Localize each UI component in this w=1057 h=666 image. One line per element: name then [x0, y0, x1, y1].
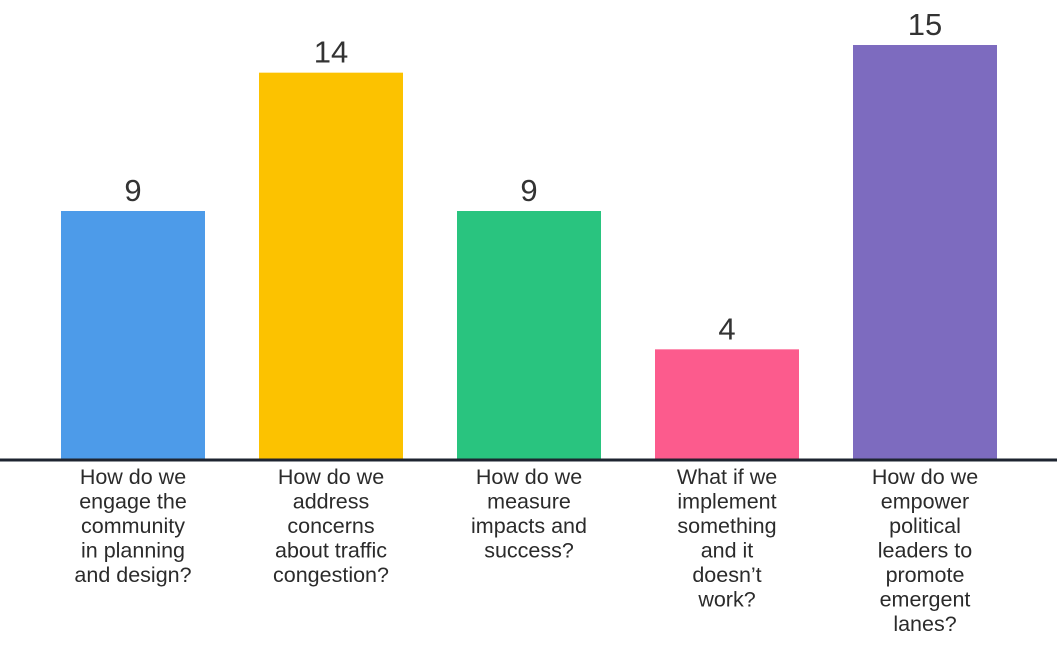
- category-label-line: implement: [677, 490, 776, 514]
- category-label-2: How do we address concerns about traffic con…: [273, 465, 389, 587]
- category-label-line: What if we: [677, 465, 777, 489]
- category-label-line: and it: [701, 539, 754, 563]
- category-label-line: How do we: [476, 465, 582, 489]
- category-label-line: community: [81, 514, 185, 538]
- category-label-3: How do we measure impacts and success?: [471, 465, 587, 563]
- category-label-line: How do we: [278, 465, 384, 489]
- category-label-line: in planning: [81, 539, 185, 563]
- value-label-3: 9: [520, 173, 537, 208]
- category-label-line: concerns: [287, 514, 374, 538]
- value-labels-group: 9 14 9 4 15: [124, 7, 942, 346]
- category-label-line: congestion?: [273, 563, 389, 587]
- category-label-line: about traffic: [275, 539, 387, 563]
- category-label-line: promote: [886, 563, 965, 587]
- category-label-1: How do we engage the community in planning a…: [74, 465, 191, 587]
- bars-group: [61, 45, 997, 461]
- category-label-line: empower: [881, 490, 969, 514]
- category-label-line: lanes?: [893, 612, 956, 636]
- category-label-line: How do we: [80, 465, 186, 489]
- bar-2: [259, 72, 403, 461]
- category-labels-group: How do we engage the community in planning a…: [74, 465, 978, 636]
- category-label-line: engage the: [79, 490, 187, 514]
- category-label-line: political: [889, 514, 961, 538]
- category-label-line: address: [293, 490, 370, 514]
- category-label-line: How do we: [872, 465, 978, 489]
- category-label-line: impacts and: [471, 514, 587, 538]
- category-label-5: How do we empower political leaders to promo…: [872, 465, 978, 636]
- value-label-5: 15: [908, 7, 942, 42]
- value-label-2: 14: [314, 35, 348, 70]
- category-label-line: measure: [487, 490, 571, 514]
- value-label-4: 4: [718, 311, 735, 346]
- category-label-line: and design?: [74, 563, 191, 587]
- bar-4: [655, 349, 799, 460]
- category-label-line: emergent: [880, 588, 971, 612]
- category-label-line: doesn’t: [692, 563, 761, 587]
- bar-1: [61, 211, 205, 460]
- category-label-line: success?: [484, 539, 574, 563]
- value-label-1: 9: [124, 173, 141, 208]
- bar-5: [853, 45, 997, 460]
- category-label-line: something: [677, 514, 776, 538]
- bar-3: [457, 211, 601, 460]
- category-label-4: What if we implement something and it doesn’…: [677, 465, 777, 612]
- category-label-line: leaders to: [878, 539, 972, 563]
- category-label-line: work?: [697, 588, 755, 612]
